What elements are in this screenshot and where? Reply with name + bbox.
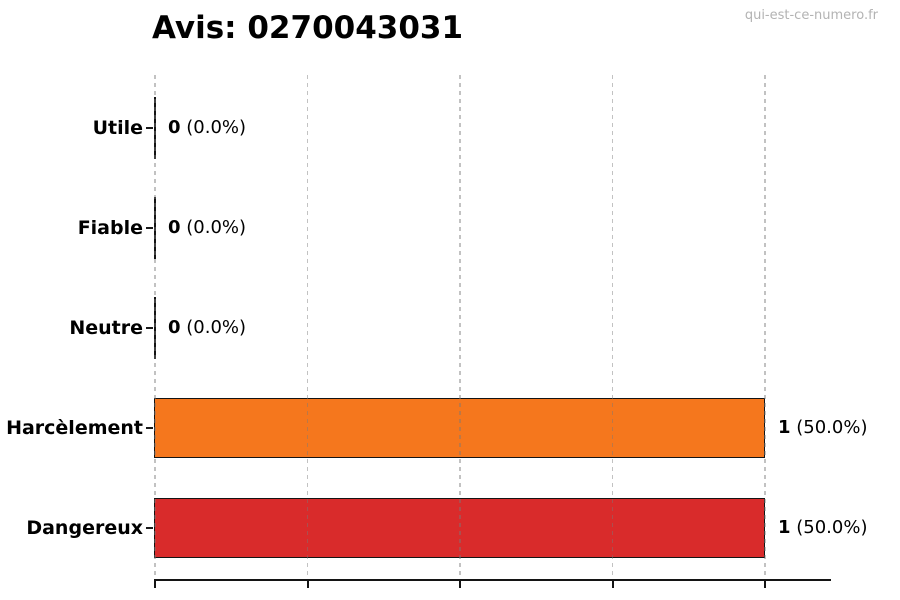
x-axis-line [154,579,831,581]
x-tick-mark [154,581,156,588]
gridline [154,75,156,580]
value-label: 0 (0.0%) [168,217,247,239]
y-tick-mark [146,327,153,329]
zero-bar-fiable [154,197,156,259]
bar-dangereux [154,498,765,558]
x-tick-mark [459,581,461,588]
category-label-neutre: Neutre [69,317,143,339]
y-tick-mark [146,427,153,429]
gridline [306,75,309,580]
x-tick-mark [306,581,309,588]
y-tick-mark [146,227,153,229]
category-label-fiable: Fiable [77,217,143,239]
zero-bar-neutre [154,297,156,359]
gridline [459,75,461,580]
gridline [764,75,766,580]
category-label-dangereux: Dangereux [26,517,143,539]
x-tick-mark [764,581,766,588]
chart-title: Avis: 0270043031 [152,10,464,46]
category-label-harcelement: Harcèlement [6,417,143,439]
x-tick-mark [611,581,614,588]
zero-bar-utile [154,97,156,159]
bar-harcelement [154,398,765,458]
value-label: 0 (0.0%) [168,317,247,339]
value-label: 0 (0.0%) [168,117,247,139]
value-label: 1 (50.0%) [778,417,868,439]
value-label: 1 (50.0%) [778,517,868,539]
y-tick-mark [146,127,153,129]
gridline [611,75,614,580]
category-label-utile: Utile [92,117,143,139]
watermark: qui-est-ce-numero.fr [744,8,878,23]
y-tick-mark [146,527,153,529]
